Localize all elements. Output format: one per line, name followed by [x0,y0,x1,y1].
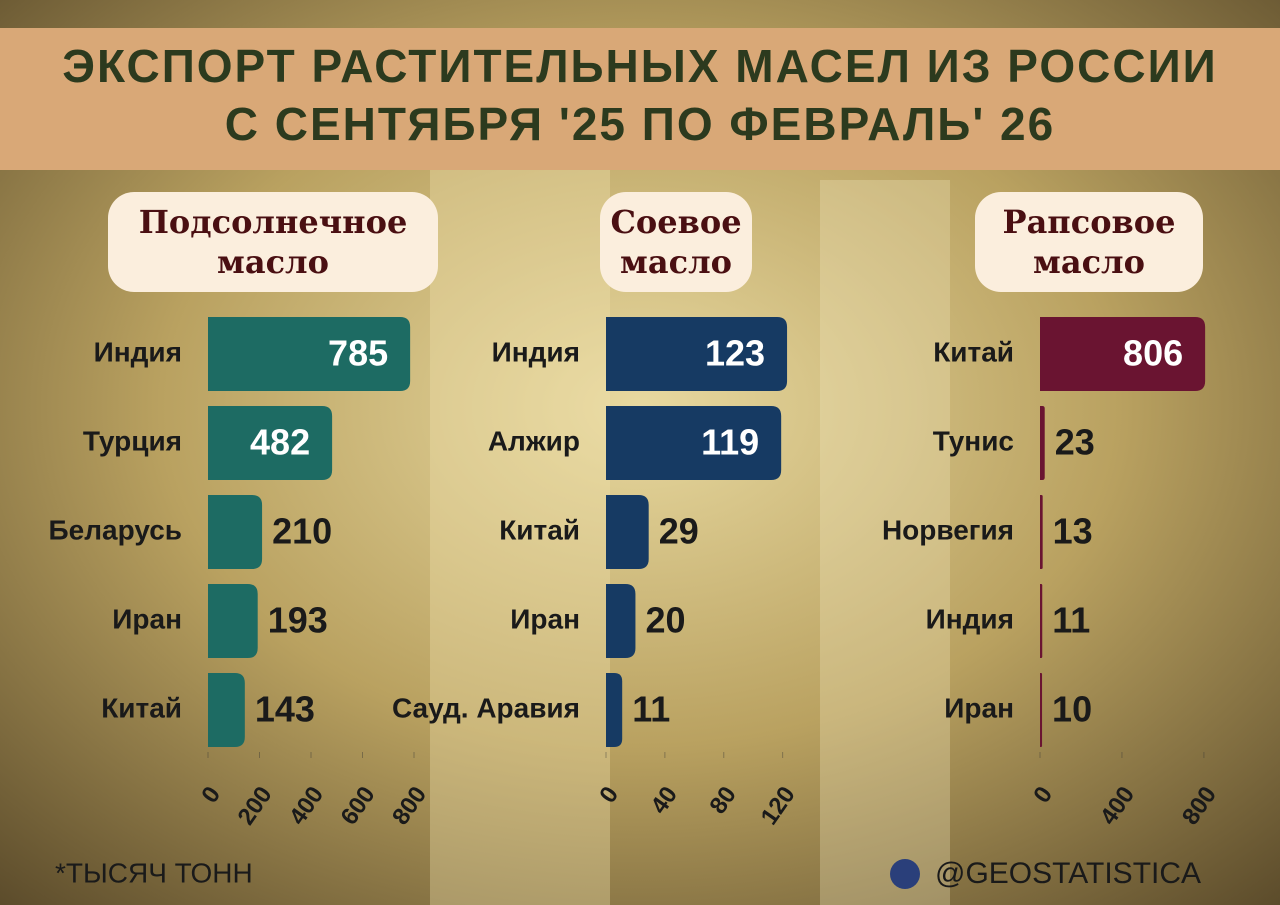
value-label: 193 [268,600,328,641]
category-label: Индия [94,336,182,367]
bar [208,495,263,569]
category-label: Алжир [488,425,580,456]
value-label: 785 [328,333,388,374]
bar [1040,317,1206,391]
category-label: Китай [499,514,580,545]
category-label: Иран [510,603,580,634]
category-label: Норвегия [882,514,1014,545]
bar [1040,406,1045,480]
bar [1040,495,1043,569]
bottle-glow [430,160,610,905]
value-label: 123 [705,333,765,374]
value-label: 20 [645,600,685,641]
value-label: 23 [1055,422,1095,463]
value-label: 119 [701,422,759,463]
bottle-glow [820,180,950,905]
value-label: 29 [659,511,699,552]
bar [606,495,649,569]
bar [606,317,788,391]
category-label: Иран [112,603,182,634]
chart-title: Рапсовое масло [975,192,1203,292]
chart-title: Подсолнечное масло [108,192,438,292]
bar [1040,584,1043,658]
value-label: 13 [1053,511,1093,552]
logo [890,859,920,889]
bar [208,317,411,391]
title-line: ЭКСПОРТ РАСТИТЕЛЬНЫХ МАСЕЛ ИЗ РОССИИ [62,40,1217,92]
header-band [0,28,1280,170]
category-label: Беларусь [49,514,182,545]
category-label: Китай [101,692,182,723]
bar [208,406,333,480]
value-label: 11 [632,689,670,730]
value-label: 143 [255,689,315,730]
value-label: 10 [1052,689,1092,730]
bar [1040,673,1043,747]
value-label: 11 [1052,600,1090,641]
category-label: Индия [492,336,580,367]
bar [208,584,258,658]
bar [606,406,782,480]
category-label: Тунис [933,425,1014,456]
source: @GEOSTATISTICA [935,857,1201,890]
category-label: Сауд. Аравия [392,692,580,723]
value-label: 482 [250,422,310,463]
category-label: Турция [83,425,182,456]
category-label: Китай [933,336,1014,367]
bar [606,584,636,658]
chart-title: Соевое масло [600,192,752,292]
title-line: С СЕНТЯБРЯ '25 ПО ФЕВРАЛЬ' 26 [225,98,1055,150]
category-label: Иран [944,692,1014,723]
category-label: Индия [926,603,1014,634]
bar [208,673,245,747]
value-label: 806 [1123,333,1183,374]
unit-note: *ТЫСЯЧ ТОНН [55,857,253,888]
bar [606,673,623,747]
value-label: 210 [272,511,332,552]
